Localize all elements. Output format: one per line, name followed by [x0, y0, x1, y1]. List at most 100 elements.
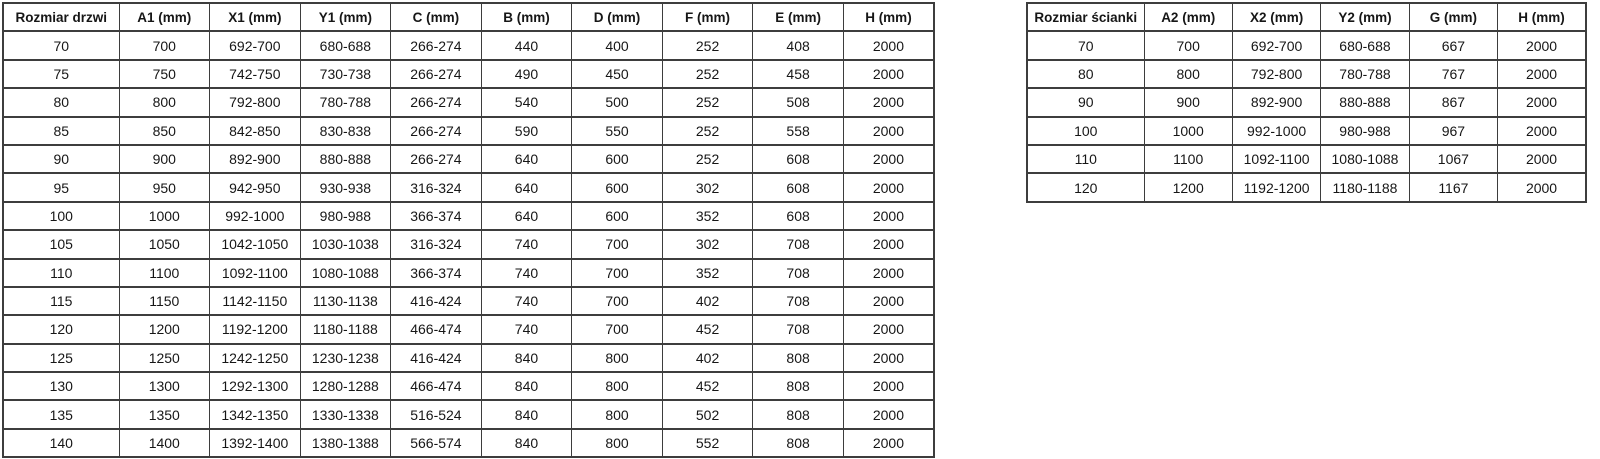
table-cell: 992-1000 [1231, 115, 1322, 146]
table-cell: 2000 [842, 427, 935, 459]
table-cell: 808 [752, 427, 844, 459]
table-cell: 1292-1300 [209, 371, 301, 402]
table-cell: 402 [661, 342, 754, 374]
table-cell: 800 [571, 342, 663, 374]
table-cell: 842-850 [209, 115, 301, 146]
table-cell: 980-988 [1320, 115, 1410, 146]
table-cell: 558 [752, 115, 844, 146]
table-cell: 502 [661, 399, 754, 430]
table-cell: 366-374 [390, 200, 482, 232]
table-row: 115 1150 1142-1150 1130-1138 416-424 740 700 40… [2, 285, 935, 317]
column-header: D (mm) [571, 1, 663, 33]
table-cell: 1150 [118, 285, 211, 317]
column-header: A1 (mm) [118, 1, 211, 33]
table-cell: 2000 [1497, 172, 1587, 203]
table-cell: 708 [752, 257, 844, 288]
table-row: 110 1100 1092-1100 1080-1088 366-374 740 700 35… [2, 257, 935, 288]
table-cell: 840 [480, 342, 573, 374]
table-cell: 708 [752, 285, 844, 317]
table-cell: 566-574 [390, 427, 482, 459]
table-cell: 808 [752, 399, 844, 430]
table-row: 100 1000 992-1000 980-988 967 2000 [1026, 115, 1587, 146]
column-header: F (mm) [661, 1, 754, 33]
table-cell: 2000 [1497, 87, 1587, 118]
door-size-table: Rozmiar drzwi A1 (mm) X1 (mm) Y1 (mm) C (mm)… [2, 1, 935, 459]
table-row: 90 900 892-900 880-888 867 2000 [1026, 87, 1587, 118]
table-cell: 2000 [842, 143, 935, 175]
table-cell: 608 [752, 143, 844, 175]
table-cell: 2000 [842, 229, 935, 260]
column-header: C (mm) [390, 1, 482, 33]
table-cell: 452 [661, 314, 754, 345]
header-row: Rozmiar ścianki A2 (mm) X2 (mm) Y2 (mm) G (m… [1026, 1, 1587, 33]
table-cell: 540 [480, 87, 573, 118]
table-cell: 900 [1143, 87, 1233, 118]
table-cell: 942-950 [209, 172, 301, 203]
table-cell: 402 [661, 285, 754, 317]
table-cell: 1067 [1408, 143, 1499, 175]
table-cell: 516-524 [390, 399, 482, 430]
table-cell: 700 [571, 229, 663, 260]
table-cell: 780-788 [1320, 58, 1410, 90]
table-cell: 1092-1100 [209, 257, 301, 288]
table-cell: 2000 [842, 87, 935, 118]
table-cell: 667 [1408, 30, 1499, 61]
table-cell: 1392-1400 [209, 427, 301, 459]
table-cell: 1000 [118, 200, 211, 232]
table-cell: 500 [571, 87, 663, 118]
table-cell: 450 [571, 58, 663, 90]
table-cell: 600 [571, 172, 663, 203]
column-header: E (mm) [752, 1, 844, 33]
table-cell: 640 [480, 143, 573, 175]
table-cell: 452 [661, 371, 754, 402]
table-cell: 1242-1250 [209, 342, 301, 374]
table-cell: 440 [480, 30, 573, 61]
table-cell: 808 [752, 342, 844, 374]
table-cell: 600 [571, 200, 663, 232]
table-cell: 1100 [1143, 143, 1233, 175]
table-cell: 140 [2, 427, 120, 459]
table-cell: 850 [118, 115, 211, 146]
table-cell: 1342-1350 [209, 399, 301, 430]
table-cell: 640 [480, 200, 573, 232]
column-header: Rozmiar drzwi [2, 1, 120, 33]
table-cell: 1167 [1408, 172, 1499, 203]
table-row: 135 1350 1342-1350 1330-1338 516-524 840 800 50… [2, 399, 935, 430]
wall-size-table: Rozmiar ścianki A2 (mm) X2 (mm) Y2 (mm) G (m… [1026, 1, 1587, 203]
table-cell: 680-688 [1320, 30, 1410, 61]
table-cell: 800 [571, 427, 663, 459]
table-cell: 767 [1408, 58, 1499, 90]
table-row: 80 800 792-800 780-788 266-274 540 500 252 508 20… [2, 87, 935, 118]
table-cell: 1180-1188 [299, 314, 392, 345]
table-cell: 2000 [842, 172, 935, 203]
table-cell: 980-988 [299, 200, 392, 232]
table-cell: 800 [1143, 58, 1233, 90]
table-cell: 930-938 [299, 172, 392, 203]
table-row: 95 950 942-950 930-938 316-324 640 600 302 608 20… [2, 172, 935, 203]
table-cell: 416-424 [390, 285, 482, 317]
table-cell: 680-688 [299, 30, 392, 61]
table-cell: 408 [752, 30, 844, 61]
table-cell: 266-274 [390, 58, 482, 90]
table-cell: 100 [2, 200, 120, 232]
table-cell: 1280-1288 [299, 371, 392, 402]
table-cell: 590 [480, 115, 573, 146]
table-cell: 90 [2, 143, 120, 175]
table-cell: 2000 [1497, 143, 1587, 175]
table-cell: 2000 [842, 200, 935, 232]
column-header: Y1 (mm) [299, 1, 392, 33]
table-cell: 692-700 [209, 30, 301, 61]
table-cell: 466-474 [390, 314, 482, 345]
table-cell: 2000 [842, 285, 935, 317]
table-cell: 792-800 [1231, 58, 1322, 90]
table-cell: 316-324 [390, 172, 482, 203]
table-cell: 80 [1026, 58, 1145, 90]
table-cell: 950 [118, 172, 211, 203]
table-cell: 967 [1408, 115, 1499, 146]
table-row: 110 1100 1092-1100 1080-1088 1067 2000 [1026, 143, 1587, 175]
table-cell: 900 [118, 143, 211, 175]
table-cell: 700 [1143, 30, 1233, 61]
table-cell: 740 [480, 285, 573, 317]
table-cell: 252 [661, 30, 754, 61]
